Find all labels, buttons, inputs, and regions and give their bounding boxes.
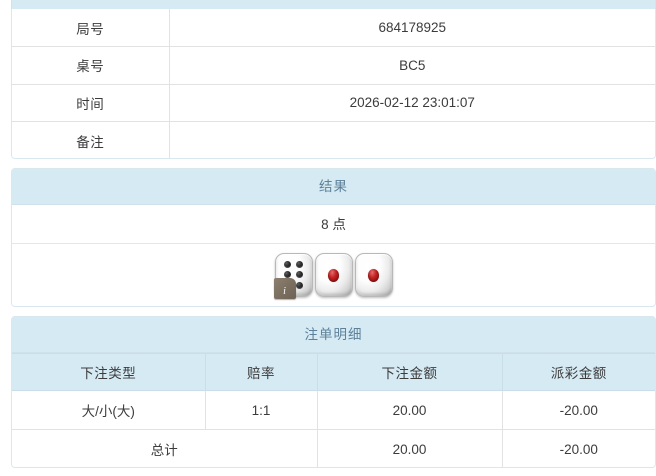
cell-payout-amount: -20.00	[501, 390, 655, 430]
table-row: 大/小(大) 1:1 20.00 -20.00	[12, 390, 655, 430]
info-value-table-no: BC5	[168, 46, 655, 85]
cell-bet-amount: 20.00	[316, 390, 503, 430]
pip	[296, 271, 303, 279]
pip	[328, 268, 339, 282]
die-3-pips	[356, 254, 392, 296]
top-blue-strip	[11, 0, 656, 9]
die-2-pips	[316, 254, 352, 296]
info-label-time: 时间	[12, 83, 170, 122]
table-row: 局号 684178925	[12, 9, 655, 47]
table-header-row: 下注类型 赔率 下注金额 派彩金额	[12, 353, 655, 391]
column-header-bet-type: 下注类型	[12, 353, 206, 391]
bet-detail-header: 注单明细	[12, 317, 655, 353]
die-2	[314, 253, 353, 297]
table-row: 时间 2026-02-12 23:01:07	[12, 83, 655, 122]
table-row: 桌号 BC5	[12, 46, 655, 85]
column-header-bet-amount: 下注金额	[316, 353, 503, 391]
bet-detail-table: 下注类型 赔率 下注金额 派彩金额 大/小(大) 1:1 20.00 -20.0…	[12, 353, 655, 467]
dice-row: i	[12, 244, 655, 306]
cell-total-payout: -20.00	[501, 429, 655, 467]
result-panel: 结果 8 点 i	[11, 168, 656, 307]
bet-detail-panel: 注单明细 下注类型 赔率 下注金额 派彩金额 大/小(大) 1:1 20.00 …	[11, 316, 656, 468]
info-value-remark	[168, 121, 655, 158]
pip	[296, 260, 303, 268]
table-total-row: 总计 20.00 -20.00	[12, 429, 655, 467]
dice-group: i	[273, 253, 393, 299]
pip	[296, 282, 303, 290]
info-label-round-no: 局号	[12, 9, 170, 47]
round-info-table: 局号 684178925 桌号 BC5 时间 2026-02-12 23:01:…	[12, 9, 655, 158]
round-info-panel: 局号 684178925 桌号 BC5 时间 2026-02-12 23:01:…	[11, 9, 656, 159]
info-value-time: 2026-02-12 23:01:07	[168, 83, 655, 122]
column-header-odds: 赔率	[204, 353, 318, 391]
pip	[368, 268, 379, 282]
table-row: 备注	[12, 121, 655, 158]
result-header: 结果	[12, 169, 655, 205]
cell-total-amount: 20.00	[316, 429, 503, 467]
die-3	[354, 253, 393, 297]
pip	[284, 271, 291, 279]
result-points-text: 8 点	[12, 205, 655, 244]
die-1: i	[273, 253, 313, 299]
info-label-remark: 备注	[12, 121, 170, 158]
cell-total-label: 总计	[12, 429, 318, 467]
pip	[284, 260, 291, 268]
info-badge-icon[interactable]: i	[273, 278, 296, 299]
cell-odds: 1:1	[204, 390, 318, 430]
info-value-round-no: 684178925	[168, 9, 655, 47]
info-label-table-no: 桌号	[12, 46, 170, 85]
cell-bet-type: 大/小(大)	[12, 390, 206, 430]
column-header-payout-amount: 派彩金额	[501, 353, 655, 391]
